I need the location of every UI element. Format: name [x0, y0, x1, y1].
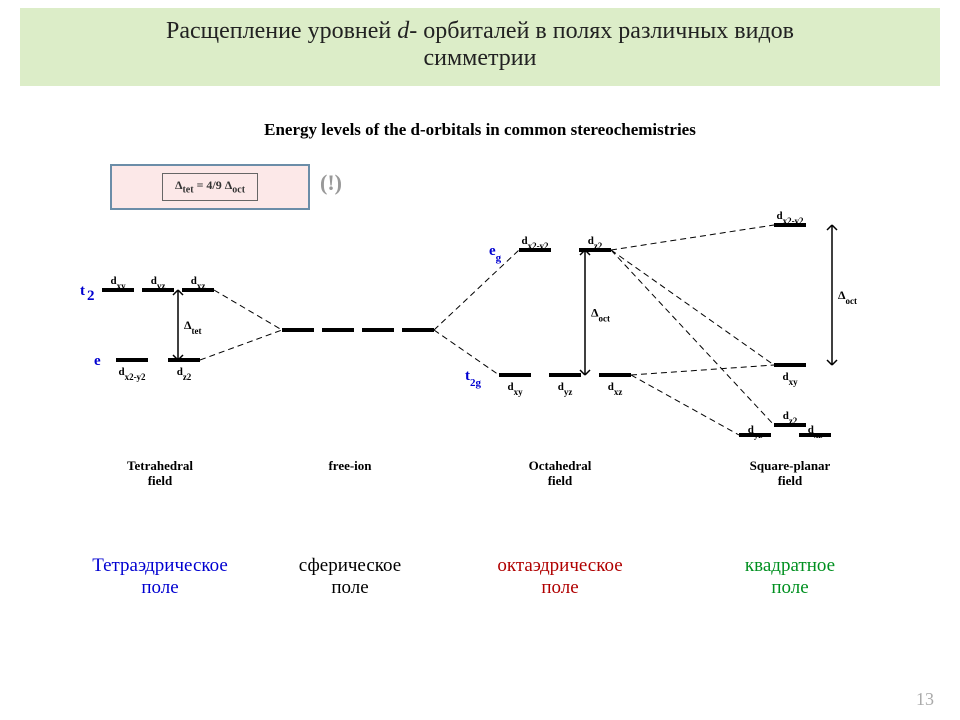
title-line-2: симметрии: [424, 45, 537, 71]
svg-text:Octahedral: Octahedral: [529, 458, 592, 473]
svg-text:dxy: dxy: [507, 381, 523, 397]
svg-text:Δoct: Δoct: [838, 288, 857, 306]
svg-text:e: e: [94, 353, 101, 369]
svg-text:Δoct: Δoct: [591, 306, 610, 324]
energy-diagram: Energy levels of the d-orbitals in commo…: [40, 120, 920, 580]
energy-svg: dxydyzdxzdx2-y2dz2t2eΔtetdx2-y2dz2dxydyz…: [40, 160, 920, 500]
ru-field-label: Тетраэдрическое поле: [60, 555, 260, 599]
svg-text:eg: eg: [489, 243, 502, 264]
ru-field-label: сферическое поле: [250, 555, 450, 599]
title-part-a: Расщепление уровней: [166, 18, 397, 44]
svg-text:dxy: dxy: [782, 371, 798, 387]
svg-text:dxz: dxz: [808, 424, 823, 440]
svg-text:Square-planar: Square-planar: [750, 458, 831, 473]
svg-text:dyz: dyz: [558, 381, 573, 397]
slide-title: Расщепление уровней d- орбиталей в полях…: [20, 8, 940, 86]
svg-text:dz2: dz2: [177, 366, 192, 382]
svg-text:free-ion: free-ion: [328, 458, 372, 473]
ru-field-label: октаэдрическое поле: [460, 555, 660, 599]
svg-text:Tetrahedral: Tetrahedral: [127, 458, 193, 473]
svg-text:2: 2: [87, 288, 95, 304]
diagram-title: Energy levels of the d-orbitals in commo…: [40, 120, 920, 140]
svg-text:field: field: [148, 473, 173, 488]
title-part-c: - орбиталей в полях различных видов: [409, 18, 794, 44]
svg-text:t: t: [80, 283, 85, 299]
svg-text:dxz: dxz: [608, 381, 623, 397]
svg-text:dyz: dyz: [748, 424, 763, 440]
svg-text:field: field: [778, 473, 803, 488]
svg-text:dx2-y2: dx2-y2: [118, 366, 146, 382]
svg-text:Δtet: Δtet: [184, 318, 202, 336]
slide-number: 13: [916, 689, 934, 710]
svg-text:t2g: t2g: [465, 368, 482, 389]
russian-field-labels: Тетраэдрическое полесферическое полеокта…: [40, 555, 920, 615]
svg-text:field: field: [548, 473, 573, 488]
title-part-b: d: [397, 18, 409, 44]
ru-field-label: квадратное поле: [690, 555, 890, 599]
